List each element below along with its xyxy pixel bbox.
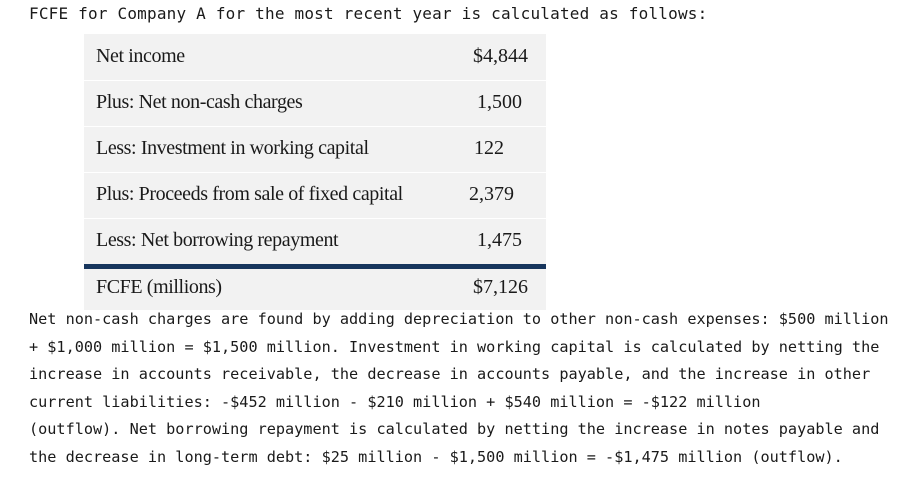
explanation-line: increase in accounts receivable, the dec… (29, 365, 871, 384)
row-value: 2,379 (469, 183, 514, 205)
explanation-line: the decrease in long-term debt: $25 mill… (29, 447, 843, 466)
table-row: Plus: Net non-cash charges 1,500 (84, 80, 546, 127)
table-row: Less: Net borrowing repayment 1,475 (84, 218, 546, 265)
explanation-line: + $1,000 million = $1,500 million. Inves… (29, 337, 880, 356)
row-label: Plus: Proceeds from sale of fixed capita… (96, 183, 403, 205)
table-row: Less: Investment in working capital 122 (84, 126, 546, 173)
total-label: FCFE (millions) (96, 276, 222, 298)
row-value: 1,475 (477, 229, 522, 251)
explanation-line: current liabilities: -$452 million - $21… (29, 392, 761, 411)
explanation-line: Net non-cash charges are found by adding… (29, 310, 889, 328)
row-label: Plus: Net non-cash charges (96, 91, 303, 113)
total-value: $7,126 (473, 276, 528, 298)
explanation-line: (outflow). Net borrowing repayment is ca… (29, 420, 880, 439)
fcfe-table: Net income $4,844 Plus: Net non-cash cha… (84, 34, 546, 310)
intro-text: FCFE for Company A for the most recent y… (29, 4, 708, 23)
row-label: Less: Investment in working capital (96, 137, 369, 159)
explanation-paragraph: Net non-cash charges are found by adding… (29, 306, 904, 472)
row-value: $4,844 (473, 45, 528, 67)
row-value: 122 (474, 137, 504, 159)
total-divider (84, 264, 546, 269)
total-row: FCFE (millions) $7,126 (84, 269, 546, 315)
row-label: Less: Net borrowing repayment (96, 229, 339, 251)
row-value: 1,500 (477, 91, 522, 113)
table-row: Plus: Proceeds from sale of fixed capita… (84, 172, 546, 219)
table-row: Net income $4,844 (84, 34, 546, 81)
row-label: Net income (96, 45, 185, 67)
